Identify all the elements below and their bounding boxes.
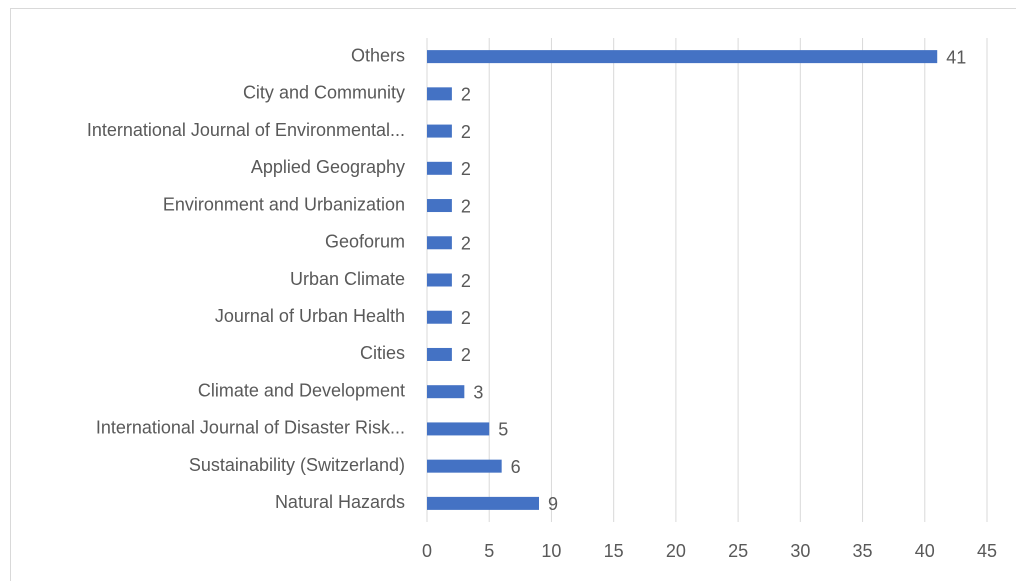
bar	[427, 236, 452, 250]
x-tick-label: 35	[853, 541, 873, 561]
chart-frame	[10, 8, 1016, 581]
value-label: 41	[946, 47, 966, 67]
value-label: 2	[461, 85, 471, 105]
y-tick-label: Applied Geography	[251, 157, 405, 177]
value-label: 2	[461, 159, 471, 179]
y-tick-label: International Journal of Disaster Risk..…	[96, 418, 405, 438]
y-tick-label: Urban Climate	[290, 269, 405, 289]
value-label: 5	[498, 420, 508, 440]
x-tick-label: 0	[422, 541, 432, 561]
value-label: 3	[473, 382, 483, 402]
y-tick-label: Others	[351, 45, 405, 65]
bar	[427, 50, 938, 64]
x-tick-label: 45	[977, 541, 997, 561]
x-tick-label: 40	[915, 541, 935, 561]
bar	[427, 459, 502, 473]
y-tick-label: City and Community	[243, 83, 405, 103]
y-tick-label: Natural Hazards	[275, 492, 405, 512]
bar	[427, 273, 452, 287]
bar	[427, 87, 452, 101]
bar	[427, 199, 452, 213]
bar	[427, 124, 452, 138]
value-label: 2	[461, 271, 471, 291]
value-label: 2	[461, 196, 471, 216]
value-label: 2	[461, 234, 471, 254]
y-tick-label: Journal of Urban Health	[215, 306, 405, 326]
value-label: 2	[461, 345, 471, 365]
bar	[427, 385, 465, 399]
x-tick-label: 10	[541, 541, 561, 561]
y-tick-label: Environment and Urbanization	[163, 194, 405, 214]
bar	[427, 422, 490, 436]
y-tick-label: Cities	[360, 343, 405, 363]
x-tick-label: 30	[790, 541, 810, 561]
value-label: 2	[461, 308, 471, 328]
bar	[427, 496, 539, 510]
value-label: 6	[511, 457, 521, 477]
y-tick-label: Geoforum	[325, 232, 405, 252]
x-tick-label: 15	[604, 541, 624, 561]
bar	[427, 161, 452, 175]
value-label: 2	[461, 122, 471, 142]
y-tick-label: Climate and Development	[198, 380, 405, 400]
bar	[427, 347, 452, 361]
y-tick-label: Sustainability (Switzerland)	[189, 455, 405, 475]
value-label: 9	[548, 494, 558, 514]
x-tick-label: 25	[728, 541, 748, 561]
bar	[427, 310, 452, 324]
x-tick-label: 5	[484, 541, 494, 561]
y-tick-label: International Journal of Environmental..…	[87, 120, 405, 140]
x-tick-label: 20	[666, 541, 686, 561]
